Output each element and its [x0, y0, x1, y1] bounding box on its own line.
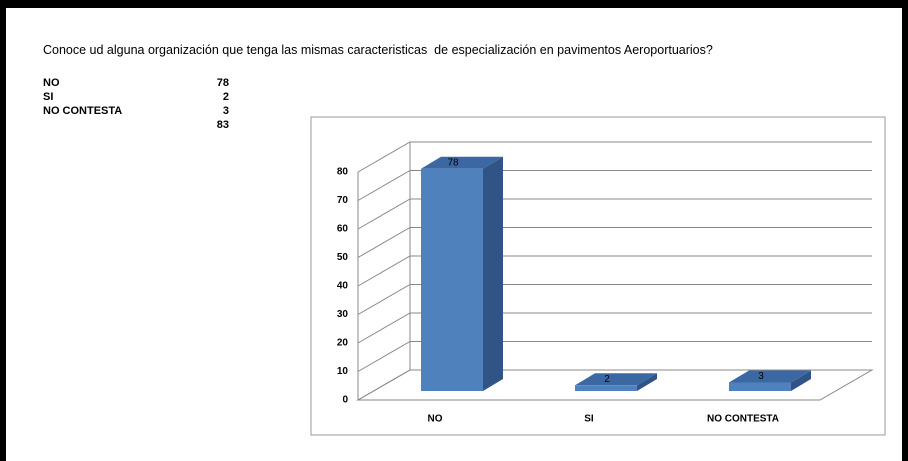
data-label: 2	[604, 374, 610, 385]
y-tick-label: 70	[337, 195, 349, 206]
grid-line	[357, 312, 872, 344]
bar	[729, 382, 791, 391]
row-label: SI	[43, 91, 54, 103]
x-tick-label: NO CONTESTA	[707, 414, 779, 425]
question: Conoce ud alguna organización que tenga …	[43, 43, 713, 57]
total-value: 83	[216, 119, 229, 131]
table-row: SI 2	[43, 91, 229, 105]
y-tick-label: 30	[337, 309, 349, 320]
grid-line	[357, 170, 872, 201]
grid-line	[357, 369, 872, 401]
y-tick-label: 80	[337, 167, 349, 178]
x-tick-label: SI	[584, 414, 594, 425]
row-value: 3	[222, 105, 229, 117]
bar-top	[421, 156, 503, 169]
grid-line	[357, 255, 872, 287]
grid-line	[357, 284, 872, 315]
bar-side	[483, 156, 503, 391]
row-label: NO CONTESTA	[43, 105, 123, 117]
grid-line	[357, 227, 872, 258]
data-label: 78	[447, 157, 459, 168]
row-label: NO	[43, 77, 60, 89]
table-row: NO 78	[43, 77, 229, 91]
row-value: 78	[216, 77, 229, 89]
bar-top	[729, 370, 811, 383]
y-tick-label: 60	[337, 224, 349, 235]
grid-line	[357, 141, 872, 173]
y-tick-label: 20	[337, 338, 349, 349]
bar-side	[791, 370, 811, 391]
y-tick-label: 40	[337, 281, 349, 292]
grid-line	[357, 341, 872, 372]
table-total: 83	[43, 119, 229, 133]
row-value: 2	[222, 91, 229, 103]
data-label: 3	[758, 371, 764, 382]
bar	[575, 385, 637, 391]
grid-line	[357, 198, 872, 230]
y-tick-label: 0	[342, 395, 348, 406]
y-tick-label: 50	[337, 252, 349, 263]
bar	[421, 168, 483, 391]
x-tick-label: NO	[428, 414, 443, 425]
bar-side	[637, 373, 657, 391]
table-row: NO CONTESTA 3	[43, 105, 229, 119]
y-tick-label: 10	[337, 366, 349, 377]
bar-top	[575, 373, 657, 386]
